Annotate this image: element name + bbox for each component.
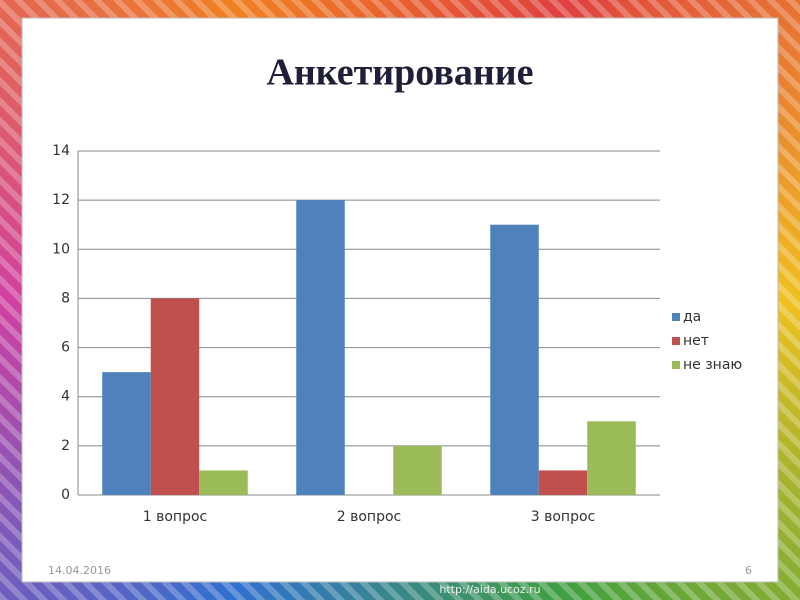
x-tick-label: 1 вопрос (143, 509, 207, 525)
slide-date: 14.04.2016 (48, 564, 111, 577)
legend-label: да (683, 309, 701, 325)
y-tick-label: 4 (61, 389, 70, 405)
bar (296, 200, 345, 495)
slide-background (21, 17, 779, 583)
legend-label: нет (683, 333, 709, 349)
legend-label: не знаю (683, 357, 742, 373)
x-tick-label: 2 вопрос (337, 509, 401, 525)
bar (150, 298, 200, 495)
y-tick-label: 6 (61, 340, 70, 356)
y-tick-label: 0 (61, 487, 70, 503)
x-tick-label: 3 вопрос (531, 509, 595, 525)
legend-swatch (672, 361, 680, 369)
legend-swatch (672, 337, 680, 345)
bar (199, 470, 248, 495)
y-tick-label: 12 (52, 192, 70, 208)
watermark: http://aida.ucoz.ru (439, 583, 540, 596)
chart-title: Анкетирование (266, 52, 533, 94)
legend-swatch (672, 313, 680, 321)
bar (538, 470, 588, 495)
y-tick-label: 2 (61, 438, 70, 454)
y-tick-label: 10 (52, 241, 70, 257)
y-tick-label: 14 (52, 143, 70, 159)
bar (393, 445, 442, 495)
bar (490, 224, 539, 495)
y-tick-label: 8 (61, 290, 70, 306)
bar (102, 372, 151, 495)
bar (587, 421, 636, 495)
slide-number: 6 (745, 564, 752, 577)
